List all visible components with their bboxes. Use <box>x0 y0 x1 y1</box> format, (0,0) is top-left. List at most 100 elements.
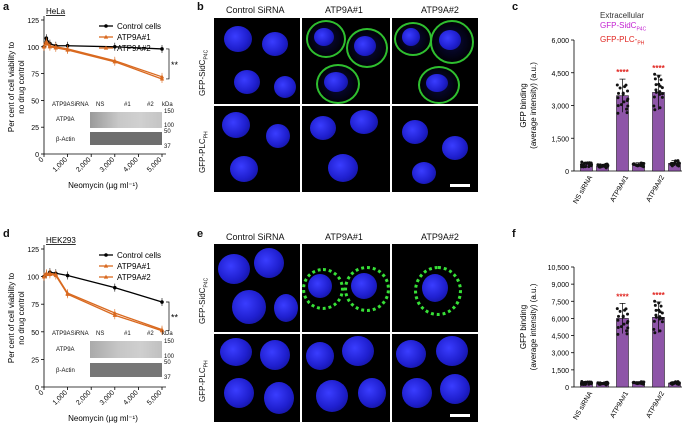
y-tick-label: 25 <box>31 125 39 132</box>
data-dot <box>653 72 657 76</box>
y-axis-label-line2: no drug control <box>17 291 26 345</box>
data-dot <box>622 100 626 104</box>
western-blot-d: ATP9ASiRNA NS #1 #2 kDa ATP9A β-Actin 15… <box>52 329 174 387</box>
data-dot <box>619 325 623 329</box>
x-tick-label: NS siRNA <box>572 174 594 205</box>
data-dot <box>660 311 664 315</box>
data-dot <box>625 321 629 325</box>
significance-label: ** <box>171 312 179 322</box>
y-axis-label-line2: (average intensity) (a.u.) <box>529 62 538 149</box>
y-axis-label-line1: GFP binding <box>519 83 528 127</box>
kda-label: kDa <box>162 331 173 337</box>
data-dot <box>589 162 593 166</box>
data-dot <box>658 310 662 314</box>
data-dot <box>652 319 656 323</box>
data-dot <box>653 77 657 81</box>
data-point <box>113 45 117 49</box>
x-tick-label: NS siRNA <box>572 390 594 421</box>
data-dot <box>621 91 625 95</box>
lane-2: #2 <box>147 102 154 108</box>
legend-item-sidc: GFP-SidCP4C <box>600 21 646 35</box>
y-tick-label: 9,000 <box>551 282 569 289</box>
data-dot <box>626 326 630 330</box>
data-dot <box>677 164 681 168</box>
band-atp9a: ATP9A <box>56 347 75 353</box>
data-dot <box>652 327 656 331</box>
data-dot <box>677 382 681 386</box>
data-dot <box>657 74 661 78</box>
x-tick-label: ATP9A#2 <box>645 174 666 203</box>
micrograph-b-control-plc <box>214 106 300 192</box>
data-dot <box>661 316 665 320</box>
row-label-text: GFP-SidC <box>198 287 207 324</box>
legend-label: Control cells <box>117 22 161 31</box>
significance-stars: **** <box>652 291 665 300</box>
col-header-atp9a2: ATP9A#2 <box>421 232 459 242</box>
data-point <box>41 274 47 279</box>
data-dot <box>604 166 608 170</box>
data-dot <box>580 380 584 384</box>
data-dot <box>616 96 620 100</box>
x-tick-label: ATP9A#1 <box>609 390 630 419</box>
row-label-plc-e: GFP-PLCPH <box>198 336 214 416</box>
data-point <box>160 47 164 51</box>
data-point <box>65 292 70 296</box>
legend-marker <box>103 45 109 50</box>
x-tick-label: 3,000 <box>99 389 116 406</box>
data-point <box>112 59 117 64</box>
data-dot <box>676 380 680 384</box>
data-dot <box>654 83 658 87</box>
y-tick-label: 4,500 <box>551 334 569 341</box>
panel-letter-c: c <box>512 1 519 13</box>
data-dot <box>653 303 657 307</box>
legend-label: ATP9A#2 <box>117 273 151 282</box>
micrograph-b-atp9a1-sidc <box>302 18 390 104</box>
data-dot <box>631 381 635 385</box>
micrograph-e-atp9a1-sidc <box>302 244 390 332</box>
data-dot <box>616 326 620 330</box>
data-dot <box>676 159 680 163</box>
data-dot <box>640 164 644 168</box>
row-label-sub: P4C <box>203 277 210 288</box>
legend-item-plc: GFP-PLC-PH <box>600 35 646 49</box>
y-tick-label: 0 <box>35 385 39 392</box>
micrograph-e-control-sidc <box>214 244 300 332</box>
kda-label: kDa <box>162 102 173 108</box>
data-dot <box>617 314 621 318</box>
data-dot <box>616 111 620 115</box>
micrograph-e-atp9a1-plc <box>302 334 390 422</box>
legend-sub: PH <box>637 40 645 47</box>
data-dot <box>661 92 665 96</box>
y-axis-label-line2: (average intensity) (a.u.) <box>529 283 538 370</box>
kda-50: 50 <box>164 360 171 366</box>
data-dot <box>660 95 664 99</box>
legend-text: GFP-PLC- <box>600 34 638 44</box>
panel-letter-f: f <box>512 228 516 240</box>
y-tick-label: 1,500 <box>551 368 569 375</box>
data-dot <box>658 315 662 319</box>
blot-image-actin <box>90 132 162 145</box>
panel-letter-d: d <box>3 228 10 240</box>
legend-marker <box>104 253 108 257</box>
scale-bar <box>450 184 470 187</box>
data-dot <box>657 301 661 305</box>
data-dot <box>669 381 673 385</box>
data-dot <box>653 331 657 335</box>
data-point <box>113 285 117 290</box>
data-dot <box>658 317 662 321</box>
y-axis-label-line1: Per cent of cell viability to <box>7 41 16 132</box>
data-point <box>44 272 49 276</box>
col-header-control: Control SiRNA <box>226 232 285 242</box>
data-dot <box>616 318 620 322</box>
legend-label: ATP9A#2 <box>117 44 151 53</box>
data-dot <box>623 308 627 312</box>
data-dot <box>587 382 591 386</box>
band-actin: β-Actin <box>56 368 75 374</box>
data-dot <box>658 329 662 333</box>
data-dot <box>581 382 585 386</box>
data-point <box>44 41 49 46</box>
data-point <box>53 273 58 278</box>
y-tick-label: 75 <box>31 72 39 79</box>
legend-text: GFP-SidC <box>600 21 637 30</box>
significance-label: ** <box>171 60 179 70</box>
